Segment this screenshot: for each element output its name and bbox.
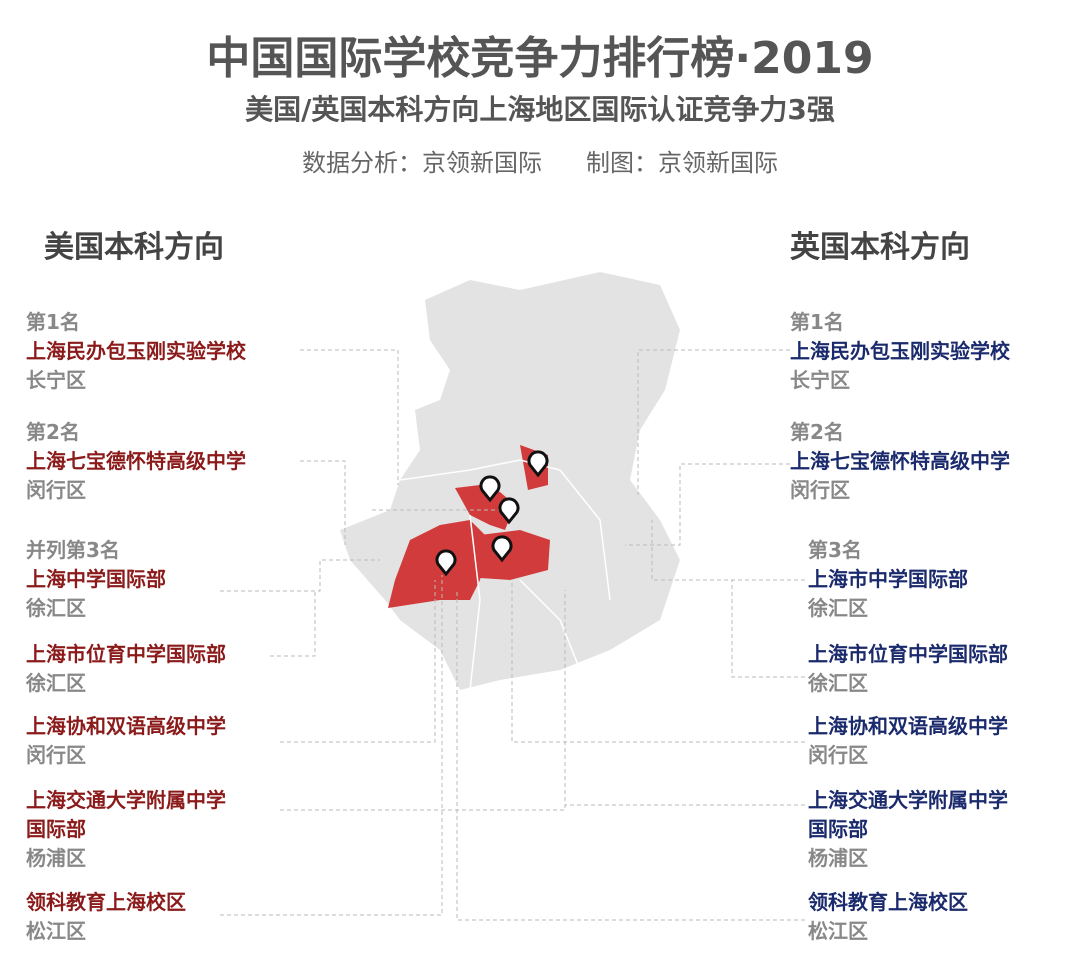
school-entry: 第3名上海市中学国际部 徐汇区 bbox=[808, 536, 968, 623]
school-entry: 上海协和双语高级中学 闵行区 bbox=[26, 712, 226, 770]
district: 长宁区 bbox=[790, 368, 850, 392]
school-name: 上海市位育中学国际部 bbox=[808, 642, 1008, 666]
subtitle: 美国/英国本科方向上海地区国际认证竞争力3强 bbox=[245, 93, 835, 126]
district: 杨浦区 bbox=[26, 846, 86, 870]
district: 徐汇区 bbox=[808, 671, 868, 695]
school-entry: 并列第3名上海中学国际部 徐汇区 bbox=[26, 536, 166, 623]
school-name: 上海交通大学附属中学 bbox=[26, 788, 226, 812]
school-entry: 第2名上海七宝德怀特高级中学 闵行区 bbox=[790, 418, 1010, 505]
connectors bbox=[220, 349, 805, 921]
district: 闵行区 bbox=[26, 743, 86, 767]
school-name: 上海协和双语高级中学 bbox=[26, 714, 226, 738]
district: 闵行区 bbox=[790, 478, 850, 502]
district: 闵行区 bbox=[808, 743, 868, 767]
district: 徐汇区 bbox=[26, 671, 86, 695]
school-name: 上海民办包玉刚实验学校 bbox=[26, 339, 246, 363]
school-entry: 第1名上海民办包玉刚实验学校 长宁区 bbox=[26, 308, 246, 395]
district: 松江区 bbox=[808, 919, 868, 943]
school-entry: 领科教育上海校区 松江区 bbox=[808, 888, 968, 946]
school-name: 上海交通大学附属中学 bbox=[808, 788, 1008, 812]
rank: 第2名 bbox=[26, 420, 80, 444]
school-name: 上海协和双语高级中学 bbox=[808, 714, 1008, 738]
column-heading: 美国本科方向 bbox=[44, 230, 224, 265]
district: 长宁区 bbox=[26, 368, 86, 392]
district: 闵行区 bbox=[26, 478, 86, 502]
map-pins bbox=[435, 450, 549, 577]
district: 徐汇区 bbox=[26, 596, 86, 620]
rank: 并列第3名 bbox=[26, 538, 120, 562]
rank: 第3名 bbox=[808, 538, 862, 562]
district: 杨浦区 bbox=[808, 846, 868, 870]
credit: 数据分析：京领新国际 bbox=[302, 149, 542, 177]
school-entry: 上海交通大学附属中学 国际部杨浦区 bbox=[26, 786, 226, 873]
school-name: 上海市中学国际部 bbox=[808, 567, 968, 591]
school-entry: 上海市位育中学国际部 徐汇区 bbox=[808, 640, 1008, 698]
column-heading: 英国本科方向 bbox=[790, 230, 970, 265]
school-name: 领科教育上海校区 bbox=[26, 890, 186, 914]
school-name: 国际部 bbox=[26, 817, 86, 841]
district: 松江区 bbox=[26, 919, 86, 943]
title: 中国国际学校竞争力排行榜·2019 bbox=[206, 33, 874, 84]
school-name: 国际部 bbox=[808, 817, 868, 841]
map-district bbox=[455, 485, 515, 530]
school-entry: 上海协和双语高级中学 闵行区 bbox=[808, 712, 1008, 770]
credits: 数据分析：京领新国际 制图：京领新国际 bbox=[0, 143, 1080, 178]
district: 徐汇区 bbox=[808, 596, 868, 620]
school-name: 领科教育上海校区 bbox=[808, 890, 968, 914]
school-name: 上海七宝德怀特高级中学 bbox=[26, 449, 246, 473]
rank: 第2名 bbox=[790, 420, 844, 444]
school-name: 上海中学国际部 bbox=[26, 567, 166, 591]
school-name: 上海七宝德怀特高级中学 bbox=[790, 449, 1010, 473]
school-name: 上海市位育中学国际部 bbox=[26, 642, 226, 666]
school-entry: 领科教育上海校区 松江区 bbox=[26, 888, 186, 946]
map-land bbox=[340, 272, 680, 690]
rank: 第1名 bbox=[790, 310, 844, 334]
school-entry: 第1名上海民办包玉刚实验学校 长宁区 bbox=[790, 308, 1010, 395]
school-entry: 上海市位育中学国际部 徐汇区 bbox=[26, 640, 226, 698]
school-name: 上海民办包玉刚实验学校 bbox=[790, 339, 1010, 363]
credit: 制图：京领新国际 bbox=[586, 149, 778, 177]
rank: 第1名 bbox=[26, 310, 80, 334]
school-entry: 上海交通大学附属中学 国际部杨浦区 bbox=[808, 786, 1008, 873]
school-entry: 第2名上海七宝德怀特高级中学 闵行区 bbox=[26, 418, 246, 505]
